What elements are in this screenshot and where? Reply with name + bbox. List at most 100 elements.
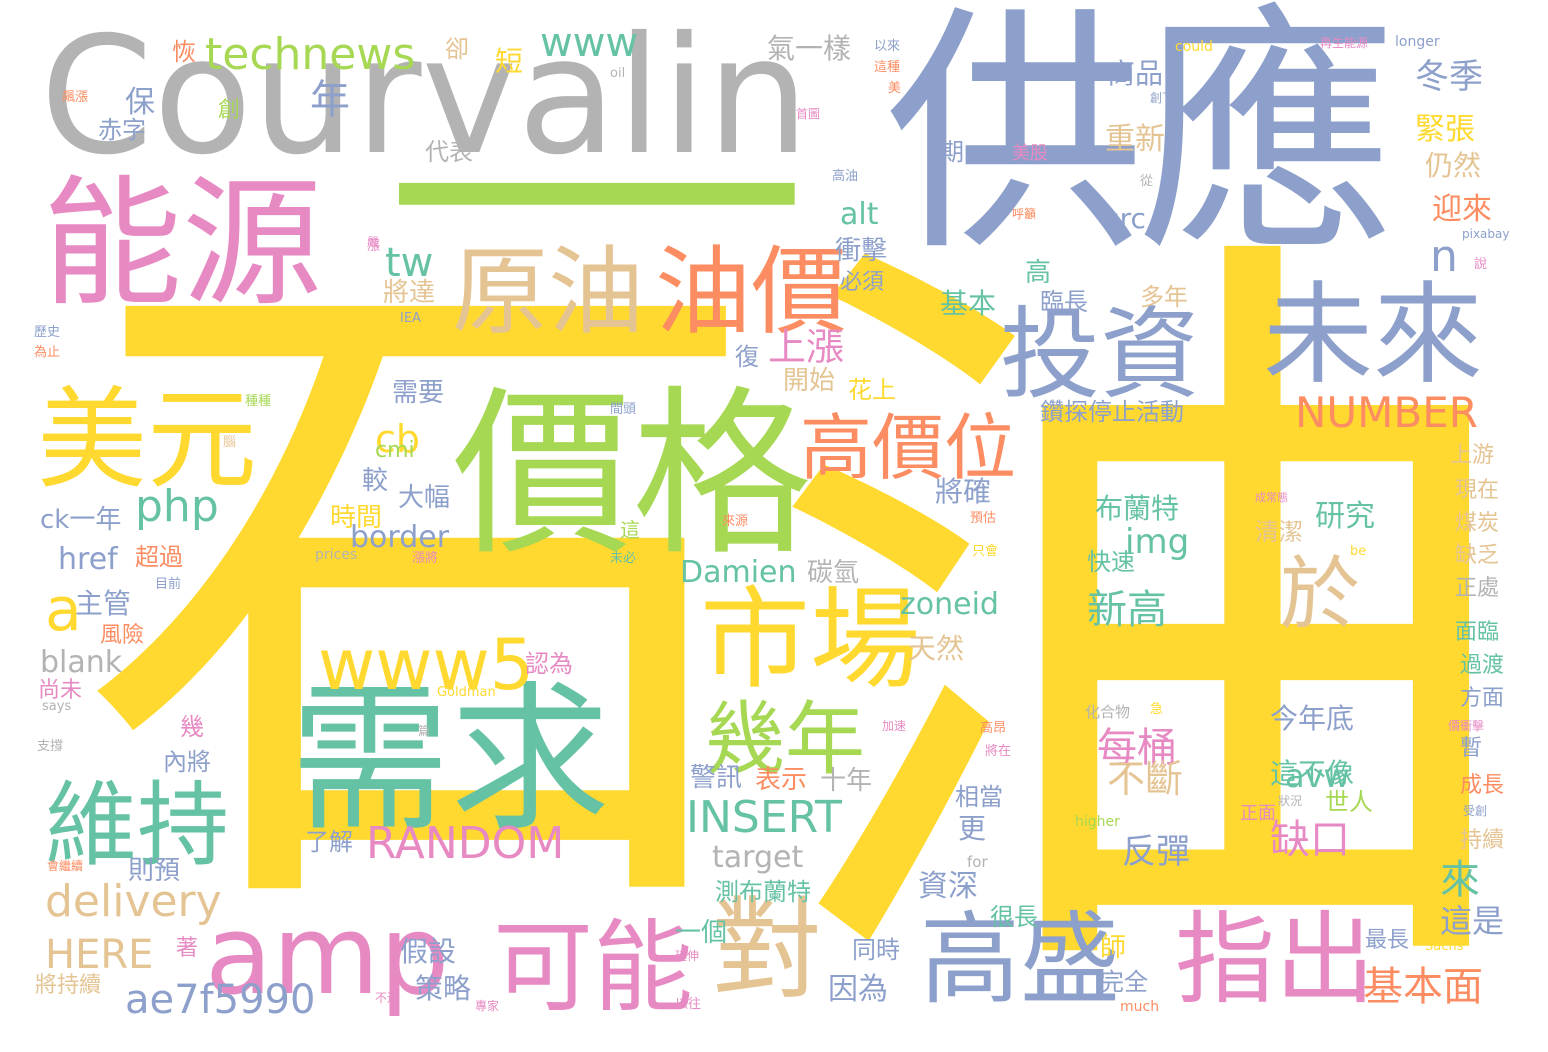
word-not-yet: 尚未 — [38, 678, 83, 703]
word-investment: 投資 — [1000, 296, 1200, 413]
word-iea: IEA — [400, 311, 421, 326]
word-urgent: 急 — [1150, 702, 1164, 717]
word-one-unit: 一個 — [675, 918, 728, 948]
word-rise-will: 漲將 — [412, 551, 439, 566]
word-gao: 高 — [1025, 258, 1052, 288]
word-natural: 天然 — [908, 632, 965, 665]
word-higher: higher — [1075, 814, 1120, 830]
word-delivery: delivery — [45, 876, 222, 927]
word-n: n — [1430, 231, 1458, 282]
word-sustain: 持續 — [1460, 828, 1505, 853]
word-reach: 將達 — [383, 278, 436, 308]
word-tw: tw — [385, 240, 434, 286]
word-exceed: 超過 — [135, 543, 183, 571]
word-warning: 警訊 — [690, 763, 743, 793]
word-winter: 冬季 — [1415, 57, 1483, 97]
word-past: 以往 — [675, 997, 702, 1012]
word-risk: 風險 — [100, 623, 145, 648]
word-source: 來源 — [722, 514, 749, 529]
word-hydrocarbon: 碳氫 — [807, 558, 860, 588]
word-fast: 快速 — [1087, 548, 1135, 576]
word-chuang: 創 — [218, 98, 241, 123]
word-high-price: 高價位 — [800, 406, 1017, 490]
word-extend: 延伸 — [675, 949, 700, 963]
word-crude: 原油 — [452, 236, 644, 348]
word-for: for — [967, 853, 988, 871]
word-say: 說 — [1474, 257, 1488, 272]
word-must: 必須 — [840, 270, 885, 295]
word-energy: 能源 — [42, 163, 323, 326]
word-time: 時間 — [330, 503, 383, 533]
word-random: RANDOM — [366, 818, 565, 869]
word-php: php — [135, 481, 219, 532]
word-supply: 供應 — [885, 0, 1397, 287]
word-fundamentals: 基本面 — [1363, 964, 1483, 1010]
word-cover: 首圖 — [796, 107, 821, 121]
word-believe: 認為 — [525, 650, 573, 678]
word-recover: 恢 — [172, 38, 196, 66]
word-clean: 清潔 — [1255, 518, 1303, 546]
word-because: 因為 — [828, 972, 888, 1007]
word-fu: 復 — [735, 343, 759, 371]
word-oil-en: oil — [610, 66, 626, 81]
word-longest: 最長 — [1365, 928, 1410, 953]
word-goldman-en: Goldman — [437, 685, 496, 700]
word-goldman: 高盛 — [920, 901, 1120, 1018]
word-compare: 較 — [362, 466, 389, 496]
word-confirm: 將確 — [935, 475, 992, 508]
word-currently: 目前 — [155, 577, 182, 592]
word-brent: 布蘭特 — [1095, 492, 1180, 525]
word-ae7f5990: ae7f5990 — [125, 977, 316, 1023]
word-market: 市場 — [700, 576, 920, 704]
word-teacher: 師 — [1100, 933, 1127, 963]
word-says: says — [42, 699, 72, 714]
word-usher: 迎來 — [1432, 192, 1492, 227]
word-sachs: Sachs — [1425, 939, 1464, 954]
word-alt: alt — [840, 197, 879, 232]
word-impact: 衝擊 — [835, 236, 888, 266]
word-not-necessarily: 未必 — [610, 551, 637, 566]
word-meanwhile: 同時 — [852, 936, 900, 964]
word-like-gas: 氣一樣 — [767, 32, 852, 65]
word-short: 短 — [495, 45, 524, 78]
word-new-high: 新高 — [1087, 587, 1167, 633]
word-completely: 完全 — [1100, 968, 1148, 996]
word-mei: 美 — [888, 81, 902, 96]
word-within: 內將 — [163, 748, 211, 776]
word-strategy: 策略 — [415, 972, 472, 1005]
word-could: could — [1175, 39, 1213, 55]
word-face: 面臨 — [1455, 620, 1500, 645]
word-rebound: 反彈 — [1122, 832, 1190, 872]
word-here: HERE — [45, 932, 154, 978]
word-you: 油 — [760, 176, 1530, 1052]
word-amp: amp — [205, 891, 450, 1019]
word-executive: 主管 — [75, 587, 132, 620]
word-near-long: 臨長 — [1040, 288, 1088, 316]
word-various: 種種 — [245, 394, 272, 409]
word-accelerate: 加速 — [882, 719, 907, 733]
word-us-stock: 美股 — [1012, 143, 1048, 164]
word-brain: 腦 — [223, 435, 237, 450]
word-much: much — [1120, 999, 1160, 1015]
word-www: www — [540, 20, 639, 66]
word-state: 表示 — [755, 765, 808, 795]
word-border: border — [350, 520, 450, 555]
word-call: 呼籲 — [1012, 207, 1037, 221]
word-condition: 狀況 — [1278, 794, 1303, 808]
word-growth: 成長 — [1460, 773, 1505, 798]
word-world: 世人 — [1325, 788, 1373, 816]
word-img: img — [1125, 522, 1190, 562]
word-blank: blank — [40, 645, 123, 680]
word-lack: 缺乏 — [1455, 543, 1500, 568]
word-dui: 對 — [712, 886, 822, 1014]
word-zoneid: zoneid — [900, 587, 999, 622]
word-pointed-out: 指出 — [1175, 901, 1375, 1018]
word-commodity: 商品 — [1107, 57, 1164, 90]
word-ji: 幾 — [180, 713, 204, 741]
word-number: NUMBER — [1295, 388, 1478, 437]
word-zhang: 漲 — [367, 239, 381, 254]
word-price: 價格 — [452, 371, 813, 580]
word-technews: technews — [205, 29, 416, 80]
word-be: be — [1350, 544, 1367, 559]
